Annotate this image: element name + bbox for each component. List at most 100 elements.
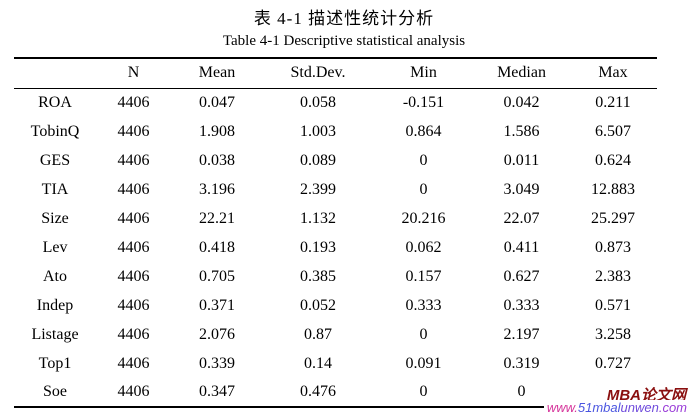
cell-min: 0.333 — [405, 296, 442, 314]
cell-median: 0.319 — [503, 354, 540, 372]
watermark-url-part: 51mbal — [577, 400, 621, 415]
table-row: TIA 4406 3.196 2.399 0 3.049 12.883 — [14, 175, 657, 204]
cell-max: 0.727 — [595, 354, 631, 372]
col-header-min: Min — [373, 58, 474, 89]
col-header-stddev: Std.Dev. — [263, 58, 373, 89]
header-row: N Mean Std.Dev. Min Median Max — [14, 58, 657, 89]
table-row: Top1 4406 0.339 0.14 0.091 0.319 0.727 — [14, 349, 657, 378]
cell-stddev: 1.132 — [300, 209, 336, 227]
cell-stddev: 0.476 — [300, 383, 336, 400]
table-title-chinese: 表 4-1 描述性统计分析 — [253, 9, 435, 28]
cell-median: 22.07 — [503, 209, 540, 227]
watermark-url: www.51mbalunwen.com — [543, 400, 687, 415]
row-label: Top1 — [38, 354, 72, 372]
cell-median: 2.197 — [503, 325, 540, 343]
cell-min: 0.062 — [405, 238, 442, 256]
cell-n: 4406 — [117, 296, 150, 314]
row-label: Lev — [42, 238, 68, 256]
table-title-english: Table 4-1 Descriptive statistical analys… — [222, 33, 466, 49]
row-label: GES — [39, 151, 71, 169]
col-header-mean: Mean — [171, 58, 263, 89]
cell-min: 20.216 — [401, 209, 446, 227]
cell-median: 0.411 — [503, 238, 540, 256]
table-row: Listage 4406 2.076 0.87 0 2.197 3.258 — [14, 320, 657, 349]
cell-n: 4406 — [117, 93, 150, 111]
cell-min: 0.091 — [405, 354, 442, 372]
cell-stddev: 0.089 — [300, 151, 336, 169]
cell-mean: 22.21 — [199, 209, 235, 227]
row-label: Size — [41, 209, 69, 227]
cell-min: 0 — [419, 151, 428, 169]
cell-median: 0.333 — [503, 296, 540, 314]
cell-stddev: 0.058 — [300, 93, 336, 111]
table-row: Ato 4406 0.705 0.385 0.157 0.627 2.383 — [14, 262, 657, 291]
cell-stddev: 0.14 — [304, 354, 332, 372]
cell-stddev: 0.052 — [300, 296, 336, 314]
col-header-n: N — [96, 58, 171, 89]
cell-mean: 0.038 — [199, 151, 235, 169]
table-row: Lev 4406 0.418 0.193 0.062 0.411 0.873 — [14, 233, 657, 262]
cell-max: 0.624 — [595, 151, 631, 169]
table-row: GES 4406 0.038 0.089 0 0.011 0.624 — [14, 146, 657, 175]
cell-median: 0.627 — [503, 267, 540, 285]
cell-mean: 0.339 — [199, 354, 235, 372]
table-row: Soe 4406 0.347 0.476 0 0 — [14, 378, 657, 407]
cell-n: 4406 — [117, 354, 150, 372]
cell-mean: 0.347 — [199, 383, 235, 400]
cell-median: 0.011 — [503, 151, 540, 169]
cell-mean: 0.371 — [199, 296, 235, 314]
cell-min: 0 — [419, 383, 428, 400]
cell-median: 0 — [517, 383, 526, 400]
cell-min: 0 — [419, 180, 428, 198]
descriptive-stats-table: N Mean Std.Dev. Min Median Max ROA 4406 … — [14, 57, 657, 408]
cell-mean: 3.196 — [199, 180, 235, 198]
cell-mean: 0.705 — [199, 267, 235, 285]
cell-min: 0 — [419, 325, 428, 343]
table-row: TobinQ 4406 1.908 1.003 0.864 1.586 6.50… — [14, 117, 657, 146]
cell-n: 4406 — [117, 209, 150, 227]
cell-max: 0.873 — [595, 238, 631, 256]
cell-max: 6.507 — [595, 122, 631, 140]
col-header-median: Median — [474, 58, 569, 89]
table-row: Size 4406 22.21 1.132 20.216 22.07 25.29… — [14, 204, 657, 233]
cell-n: 4406 — [117, 325, 150, 343]
cell-mean: 0.047 — [199, 93, 235, 111]
watermark-url-part: www. — [546, 400, 578, 415]
cell-median: 1.586 — [503, 122, 540, 140]
cell-max: 3.258 — [595, 325, 631, 343]
row-label: Indep — [36, 296, 74, 314]
cell-n: 4406 — [117, 383, 150, 400]
cell-n: 4406 — [117, 180, 150, 198]
cell-median: 0.042 — [503, 93, 540, 111]
watermark-url-part: .com — [658, 400, 687, 415]
cell-stddev: 2.399 — [300, 180, 336, 198]
cell-max: 12.883 — [591, 180, 635, 198]
row-label: TobinQ — [30, 122, 80, 140]
cell-max: 2.383 — [595, 267, 631, 285]
table-row: Indep 4406 0.371 0.052 0.333 0.333 0.571 — [14, 291, 657, 320]
cell-max: 25.297 — [591, 209, 635, 227]
table-row: ROA 4406 0.047 0.058 -0.151 0.042 0.211 — [14, 88, 657, 117]
cell-min: -0.151 — [402, 93, 445, 111]
cell-stddev: 1.003 — [300, 122, 336, 140]
col-header-max: Max — [569, 58, 657, 89]
cell-mean: 0.418 — [199, 238, 235, 256]
row-label: TIA — [41, 180, 69, 198]
cell-n: 4406 — [117, 151, 150, 169]
cell-n: 4406 — [117, 122, 150, 140]
cell-n: 4406 — [117, 267, 150, 285]
row-label: Ato — [43, 267, 67, 285]
cell-mean: 2.076 — [199, 325, 235, 343]
cell-n: 4406 — [117, 238, 150, 256]
watermark-brand: MBA论文网 — [602, 384, 686, 405]
cell-median: 3.049 — [503, 180, 540, 198]
cell-stddev: 0.87 — [304, 325, 332, 343]
row-label: Listage — [31, 325, 79, 343]
cell-stddev: 0.385 — [300, 267, 336, 285]
watermark-url-part: unwen — [620, 400, 659, 415]
cell-min: 0.157 — [405, 267, 442, 285]
row-label: ROA — [38, 93, 72, 111]
cell-max: 0.571 — [595, 296, 631, 314]
col-header-variable — [14, 58, 96, 89]
